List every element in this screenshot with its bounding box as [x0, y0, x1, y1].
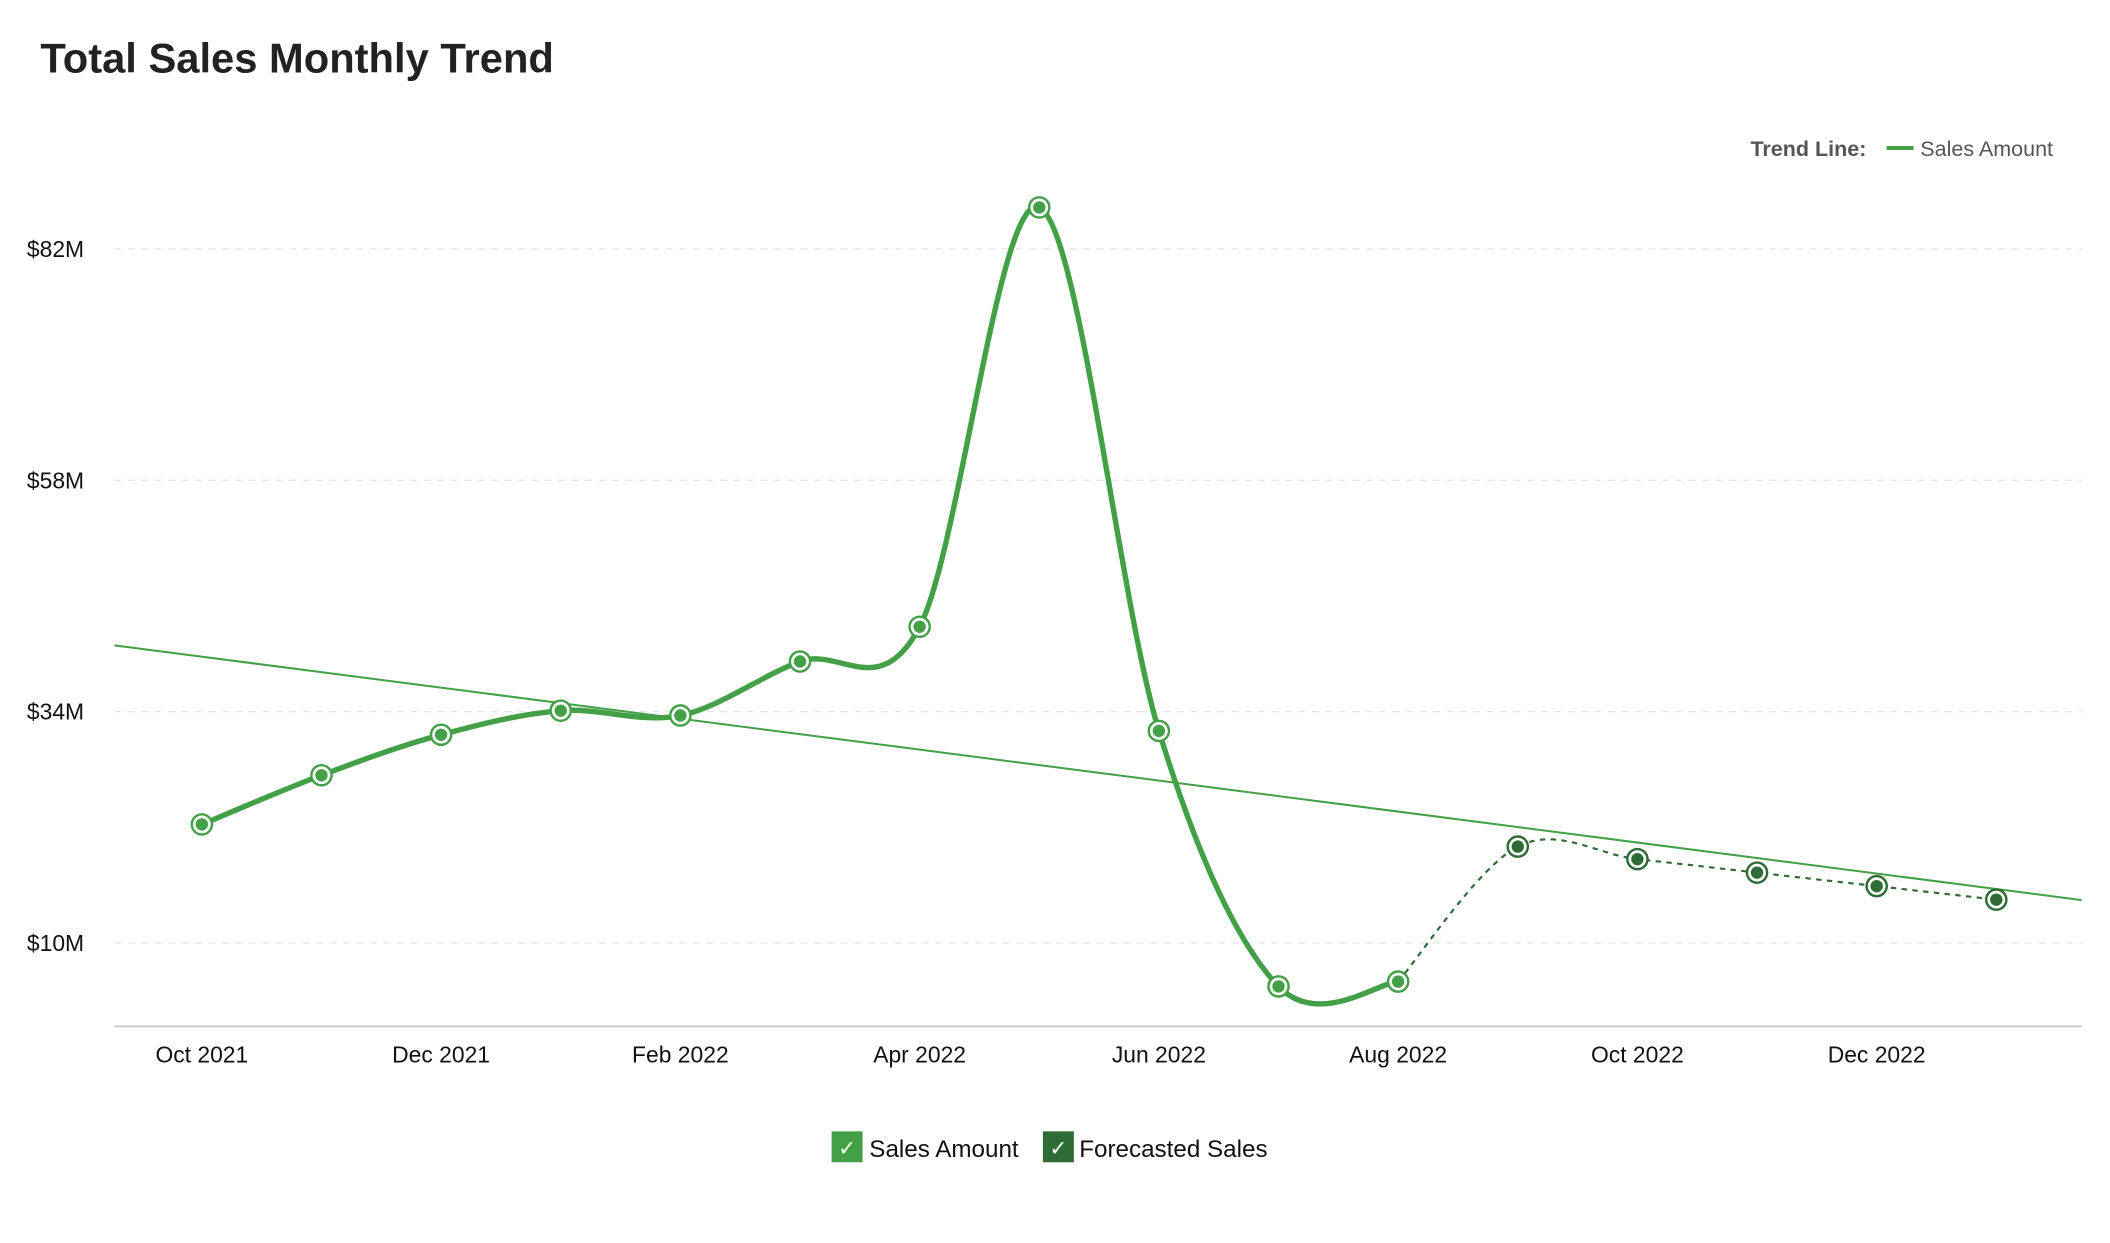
legend-checkbox-sales-amount[interactable]	[831, 1131, 863, 1163]
x-axis: Oct 2021 Dec 2021 Feb 2022 Apr 2022 Jun 2022…	[155, 1042, 1925, 1068]
forecasted-sales-line	[1397, 838, 1997, 983]
x-tick-label: Aug 2022	[1349, 1042, 1447, 1068]
trend-line	[114, 644, 2082, 902]
legend-checkbox-forecasted-sales[interactable]	[1042, 1131, 1074, 1163]
sales-amount-point-dot	[554, 704, 567, 717]
sales-amount-point-dot	[674, 709, 687, 722]
x-tick-label: Dec 2021	[392, 1042, 490, 1068]
forecasted-sales-point-dot	[1870, 879, 1883, 893]
legend: ✓ Sales Amount ✓ Forecasted Sales	[831, 1131, 1268, 1163]
forecasted-sales-point-dot	[1511, 840, 1524, 853]
grid-lines	[114, 248, 2082, 944]
series-layer	[114, 196, 2082, 1007]
y-tick-label: $10M	[27, 930, 84, 956]
check-icon: ✓	[838, 1137, 856, 1161]
sales-amount-point-dot	[913, 620, 926, 633]
y-tick-label: $34M	[27, 699, 84, 725]
x-tick-label: Apr 2022	[873, 1042, 966, 1068]
trend-legend-label: Trend Line:	[1750, 137, 1866, 161]
sales-amount-point-dot	[315, 769, 328, 782]
sales-amount-point-dot	[793, 655, 807, 668]
legend-label: Sales Amount	[869, 1136, 1019, 1163]
sales-amount-point-dot	[195, 818, 209, 831]
y-axis: $10M $34M $58M $82M	[27, 236, 84, 956]
x-tick-label: Feb 2022	[632, 1042, 729, 1068]
y-tick-label: $58M	[27, 467, 84, 493]
legend-item-sales-amount[interactable]: ✓ Sales Amount	[831, 1131, 1019, 1163]
legend-item-forecasted-sales[interactable]: ✓ Forecasted Sales	[1042, 1131, 1268, 1163]
sales-amount-point-dot	[1152, 724, 1166, 738]
x-tick-label: Oct 2021	[155, 1042, 248, 1068]
sales-amount-point-dot	[434, 728, 448, 741]
trend-legend-series: Sales Amount	[1920, 137, 2053, 161]
sales-amount-point-dot	[1272, 980, 1285, 993]
check-icon: ✓	[1049, 1137, 1067, 1161]
sales-amount-point-dot	[1033, 201, 1046, 214]
forecasted-sales-point-dot	[1990, 893, 2003, 906]
trend-legend: Trend Line: Sales Amount	[1750, 137, 2053, 161]
y-tick-label: $82M	[27, 236, 84, 262]
x-tick-label: Oct 2022	[1591, 1042, 1684, 1068]
chart-title: Total Sales Monthly Trend	[40, 35, 554, 82]
x-tick-label: Jun 2022	[1112, 1042, 1206, 1068]
sales-amount-line	[200, 204, 1399, 1007]
legend-label: Forecasted Sales	[1079, 1136, 1267, 1163]
x-tick-label: Dec 2022	[1828, 1042, 1926, 1068]
sales-amount-point-dot	[1391, 975, 1405, 988]
forecasted-sales-point-dot	[1631, 852, 1644, 866]
forecasted-sales-point-dot	[1750, 866, 1764, 879]
